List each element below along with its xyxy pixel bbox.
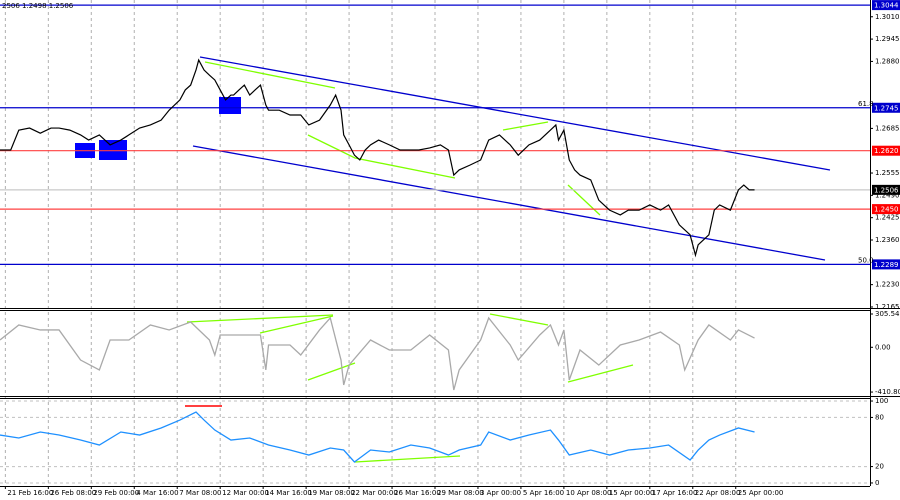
x-tick-label: 14 Mar 16:00 [265,489,312,497]
level-tag: 61.8 [858,100,874,108]
y-tick-label: 1.2685 [875,124,900,132]
x-tick-label: 17 Apr 16:00 [652,489,698,497]
x-tick-label: 15 Apr 00:00 [609,489,655,497]
divergence-line [307,362,356,381]
divergence-line [307,134,456,179]
level-box [872,102,900,113]
level-box [872,184,900,195]
y-tick-label: 1.2880 [875,57,900,65]
y-tick-label: 0.00 [875,343,891,351]
divergence-line [259,315,334,334]
y-tick-label: 1.2425 [875,214,900,222]
level-label: 1.3044 [874,2,899,10]
y-tick-label: -410.803 [875,388,900,396]
y-tick-label: 305.5401 [875,310,900,318]
series-line [0,411,755,463]
level-box [872,0,900,11]
x-tick-label: 26 Feb 08:00 [50,489,96,497]
grid [0,0,870,486]
x-tick-label: 26 Mar 16:00 [394,489,441,497]
x-tick-label: 19 Mar 08:00 [308,489,355,497]
y-tick-label: 80 [875,413,884,421]
x-tick-label: 7 Mar 08:00 [179,489,221,497]
y-tick-label: 1.2360 [875,236,900,244]
divergence-line [567,364,634,383]
y-tick-label: 0 [875,479,879,487]
y-tick-label: 1.2945 [875,35,900,43]
x-tick-label: 21 Feb 16:00 [7,489,53,497]
box-drawing [99,140,127,160]
box-drawing [219,97,241,114]
header: 2506 1.2498 1.2506 [2,2,74,10]
divergence-line [186,314,334,323]
series-line [0,316,755,391]
y-tick-label: 1.3010 [875,13,900,21]
level-label: 1.2506 [874,186,899,194]
series-line [0,58,755,258]
y-tick-label: 1.2165 [875,303,900,311]
x-tick-label: 29 Mar 08:00 [437,489,484,497]
x-tick-label: 5 Apr 16:00 [523,489,564,497]
x-tick-label: 10 Apr 08:00 [566,489,612,497]
level-label: 1.2450 [874,206,899,214]
level-box [872,145,900,156]
x-tick-label: 3 Apr 00:00 [480,489,521,497]
divergence-line [502,121,549,131]
x-tick-label: 22 Mar 00:00 [351,489,398,497]
level-tag: 50.0 [858,256,874,264]
level-label: 1.2745 [874,104,899,112]
y-tick-label: 1.2490 [875,191,900,199]
level-label: 1.2620 [874,147,899,155]
divergence-line [354,455,461,463]
x-tick-label: 25 Apr 00:00 [738,489,784,497]
x-tick-label: 4 Mar 16:00 [136,489,178,497]
y-tick-label: 100 [875,397,888,405]
level-box [872,204,900,215]
x-tick-label: 29 Feb 00:00 [93,489,139,497]
divergence-line [204,61,336,89]
y-tick-label: 1.2555 [875,169,900,177]
x-tick-label: 12 Mar 00:00 [222,489,269,497]
level-box [872,259,900,270]
frames [0,0,900,487]
y-tick-label: 1.2230 [875,281,900,289]
y-tick-label: 20 [875,463,884,471]
level-label: 1.2289 [874,261,899,269]
divergence-line [489,313,549,326]
channel-line [192,145,826,261]
x-tick-label: 22 Apr 08:00 [695,489,741,497]
